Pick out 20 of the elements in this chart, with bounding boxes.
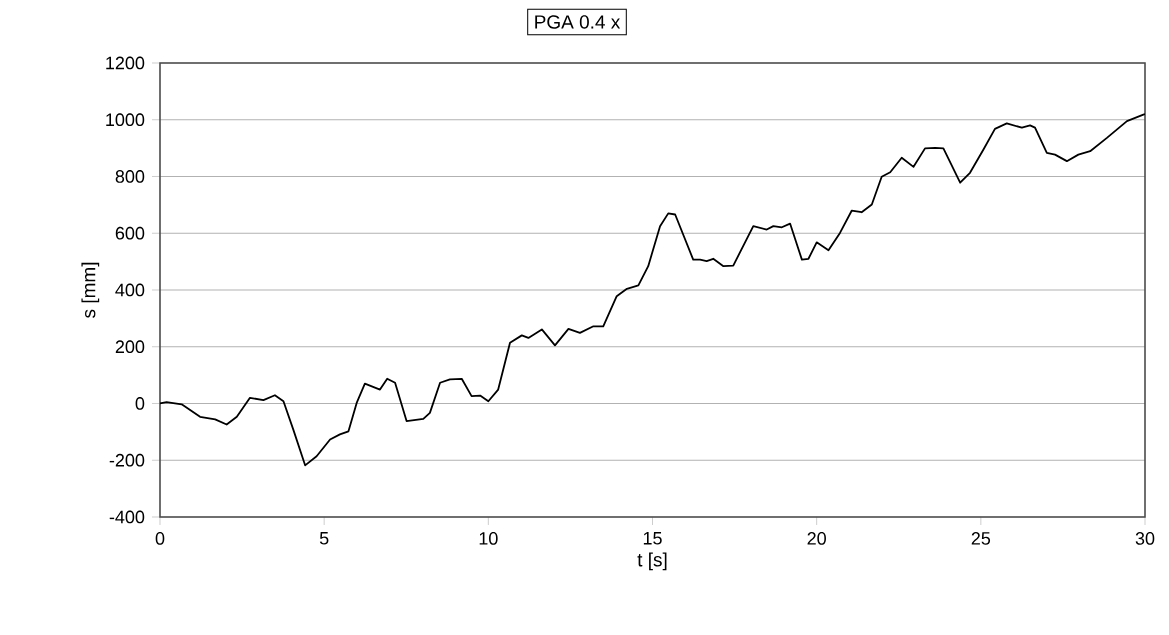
y-tick-label: 400 [115, 283, 145, 297]
y-tick-label: -400 [109, 510, 145, 524]
x-tick-label: 5 [319, 532, 329, 545]
y-tick-label: 200 [115, 340, 145, 354]
y-tick-label: -200 [109, 453, 145, 467]
y-tick-label: 0 [135, 397, 145, 410]
line-series [160, 113, 1145, 467]
y-tick-label: 1200 [106, 56, 145, 70]
y-tick-label: 600 [115, 226, 145, 240]
x-tick-label: 30 [1135, 532, 1155, 545]
x-tick-label: 25 [971, 532, 991, 545]
x-tick-label: 15 [643, 532, 662, 545]
x-axis-title: t [s] [637, 552, 667, 571]
x-tick-label: 0 [155, 532, 165, 545]
chart-title: PGA 0.4 x [535, 15, 621, 29]
x-tick-label: 20 [807, 532, 826, 545]
y-axis-title: s [mm] [81, 262, 100, 318]
y-tick-label: 800 [115, 170, 145, 183]
y-tick-label: 1000 [106, 113, 145, 127]
x-tick-label: 10 [479, 532, 498, 545]
